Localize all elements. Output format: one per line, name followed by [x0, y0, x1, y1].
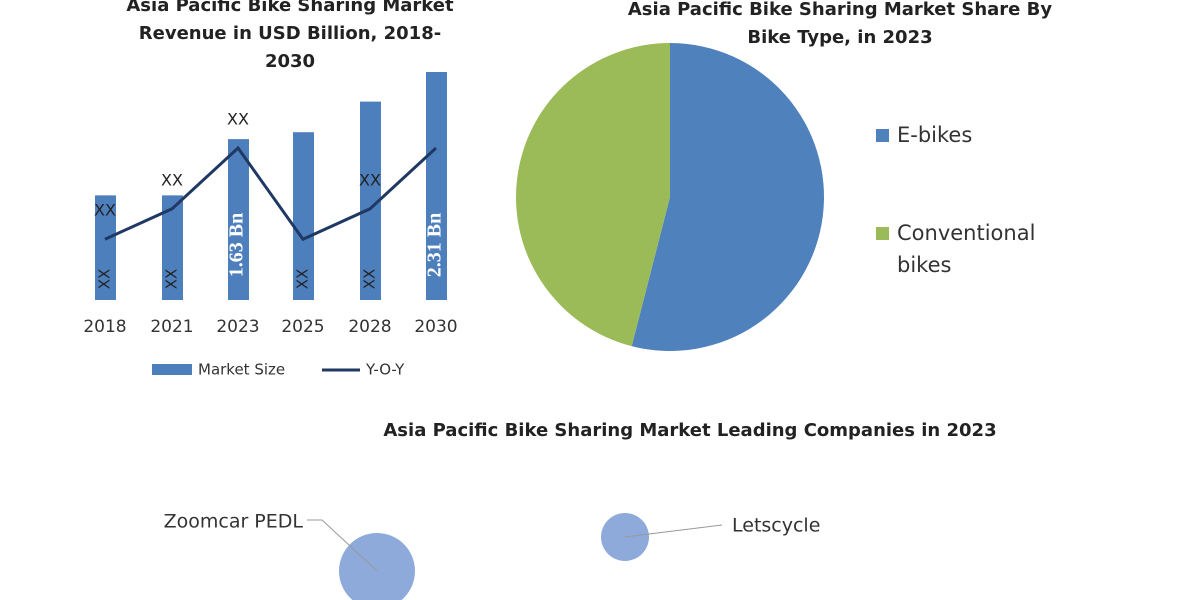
x-tick-label: 2030: [414, 317, 457, 337]
bubble-chart-title: Asia Pacific Bike Sharing Market Leading…: [383, 420, 997, 441]
callout-line: [624, 524, 723, 538]
x-tick-label: 2023: [216, 317, 259, 337]
x-tick-label: 2025: [281, 317, 324, 337]
line-value-label: XX: [161, 170, 183, 189]
line-value-label: XX: [227, 110, 249, 129]
pie-chart-title: Asia Pacific Bike Sharing Market Share B…: [627, 0, 1053, 48]
pie-slice: [516, 43, 670, 347]
legend-swatch: [876, 227, 889, 240]
legend-label: Conventional bikes: [897, 221, 1035, 277]
bar: [360, 101, 381, 301]
bar: [228, 139, 249, 300]
legend-swatch: [152, 364, 192, 375]
line-value-label: XX: [359, 170, 381, 189]
bar: [293, 132, 314, 300]
legend-swatch: [876, 129, 889, 142]
bar-value-label: XX: [361, 269, 379, 290]
bubble-label: Zoomcar PEDL: [164, 511, 304, 533]
x-tick-label: 2021: [150, 317, 193, 337]
bar: [162, 195, 183, 300]
bar-chart-title: Asia Pacific Bike Sharing Market Revenue…: [126, 0, 454, 72]
callout-line: [307, 519, 378, 572]
bar-value-label: XX: [96, 269, 114, 290]
line: [104, 145, 438, 242]
pie-slice: [631, 43, 825, 351]
bubble-label: Letscycle: [732, 515, 820, 537]
bar-value-label: 1.63 Bn: [226, 213, 248, 277]
bar-value-label: XX: [294, 269, 312, 290]
bar: [426, 72, 447, 300]
legend-label: E-bikes: [897, 123, 972, 147]
bar-value-label: 2.31 Bn: [424, 213, 446, 277]
line-value-label: XX: [94, 201, 116, 220]
bubble: [339, 533, 415, 600]
legend-label: Market Size: [198, 361, 285, 379]
legend-label: Y-O-Y: [365, 361, 405, 379]
x-tick-label: 2028: [348, 317, 391, 337]
bar: [95, 195, 116, 300]
x-tick-label: 2018: [83, 317, 126, 337]
bar-value-label: XX: [163, 269, 181, 290]
